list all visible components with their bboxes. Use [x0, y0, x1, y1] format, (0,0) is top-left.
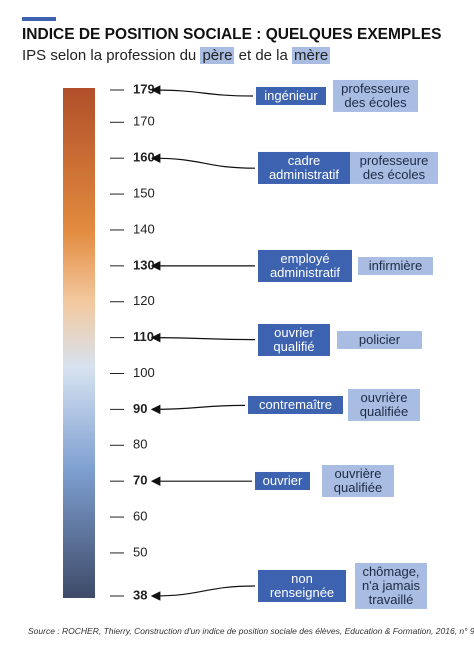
mother-profession: infirmière	[358, 256, 433, 275]
y-tick-label: 120	[133, 293, 155, 308]
subtitle-part: et de la	[238, 47, 288, 64]
mother-profession: ouvrière qualifiée	[348, 389, 420, 422]
gradient-bar	[63, 88, 95, 598]
y-tick-label: 110	[133, 329, 154, 344]
mother-profession: professeure des écoles	[333, 79, 418, 113]
y-tick-label: 140	[133, 221, 155, 236]
title-accent	[22, 17, 56, 21]
y-tick-label: 150	[133, 186, 155, 201]
father-profession: ingénieur	[256, 86, 326, 106]
y-tick-label: 100	[133, 365, 155, 380]
mother-profession: policier	[337, 330, 422, 349]
mother-profession: chômage, n'a jamais travaillé	[355, 562, 427, 610]
subtitle: IPS selon la profession du père et de la…	[22, 47, 331, 64]
source: Source : ROCHER, Thierry, Construction d…	[28, 626, 474, 636]
title: INDICE DE POSITION SOCIALE : QUELQUES EX…	[22, 26, 442, 43]
arrow	[150, 585, 256, 601]
y-tick-label: 50	[133, 544, 147, 559]
y-tick-label: 60	[133, 508, 147, 523]
subtitle-part: IPS selon la profession du	[22, 47, 197, 64]
subtitle-highlight: père	[200, 47, 235, 64]
father-profession: cadre administratif	[258, 152, 350, 185]
y-tick-label: 160	[133, 150, 155, 165]
subtitle-highlight: mère	[292, 47, 331, 64]
y-tick-label: 80	[133, 437, 147, 452]
y-tick-label: 130	[133, 257, 155, 272]
father-profession: ouvrier	[255, 472, 310, 491]
arrow	[150, 404, 246, 415]
mother-profession: professeure des écoles	[350, 152, 438, 185]
arrow	[150, 85, 254, 97]
y-tick-label: 38	[133, 587, 147, 602]
y-tick-label: 70	[133, 473, 147, 488]
y-tick-label: 170	[133, 114, 155, 129]
father-profession: contremaître	[248, 396, 343, 415]
y-tick-label: 179	[133, 81, 155, 96]
father-profession: employé administratif	[258, 249, 352, 282]
arrow	[150, 332, 256, 343]
arrow	[150, 153, 256, 169]
mother-profession: ouvrière qualifiée	[322, 465, 394, 498]
father-profession: ouvrier qualifié	[258, 323, 330, 356]
y-tick-label: 90	[133, 401, 147, 416]
father-profession: non renseignée	[258, 569, 346, 603]
